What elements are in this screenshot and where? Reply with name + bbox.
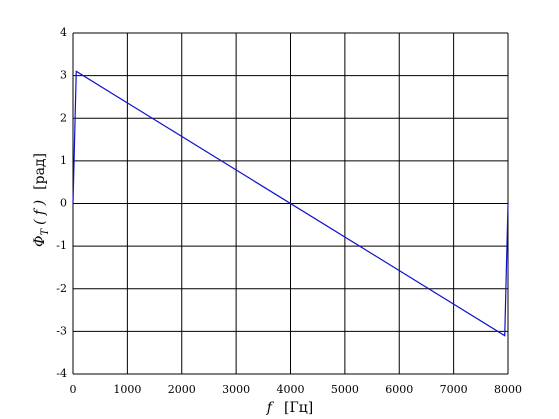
y-label-unit: [рад] — [32, 153, 48, 190]
y-tick-label: 2 — [60, 111, 67, 124]
y-label-argument: ( f ) — [32, 200, 48, 225]
x-tick-label: 7000 — [440, 383, 468, 396]
y-axis-label: ΦT ( f ) [рад] — [32, 153, 51, 247]
y-tick-label: -1 — [56, 239, 67, 252]
data-line — [72, 70, 509, 337]
y-tick-label: -3 — [56, 324, 67, 337]
y-tick-label: 3 — [60, 69, 67, 82]
x-tick-label: 4000 — [277, 383, 305, 396]
x-label-unit: [Гц] — [284, 400, 313, 416]
x-label-symbol: f — [266, 400, 275, 416]
x-tick-label: 1000 — [113, 383, 141, 396]
y-label-symbol: Φ — [32, 236, 48, 247]
x-tick-label: 6000 — [385, 383, 413, 396]
x-tick-label: 5000 — [331, 383, 359, 396]
x-tick-label: 3000 — [222, 383, 250, 396]
y-label-subscript: T — [40, 228, 51, 236]
x-tick-label: 0 — [70, 383, 77, 396]
x-axis-label: f [Гц] — [266, 400, 313, 416]
x-tick-label: 8000 — [494, 383, 522, 396]
y-tick-label: 4 — [60, 26, 67, 39]
y-tick-label: -2 — [56, 282, 67, 295]
y-tick-label: 1 — [60, 154, 67, 167]
x-tick-label: 2000 — [168, 383, 196, 396]
y-tick-label: -4 — [56, 367, 67, 380]
y-tick-label: 0 — [60, 197, 67, 210]
